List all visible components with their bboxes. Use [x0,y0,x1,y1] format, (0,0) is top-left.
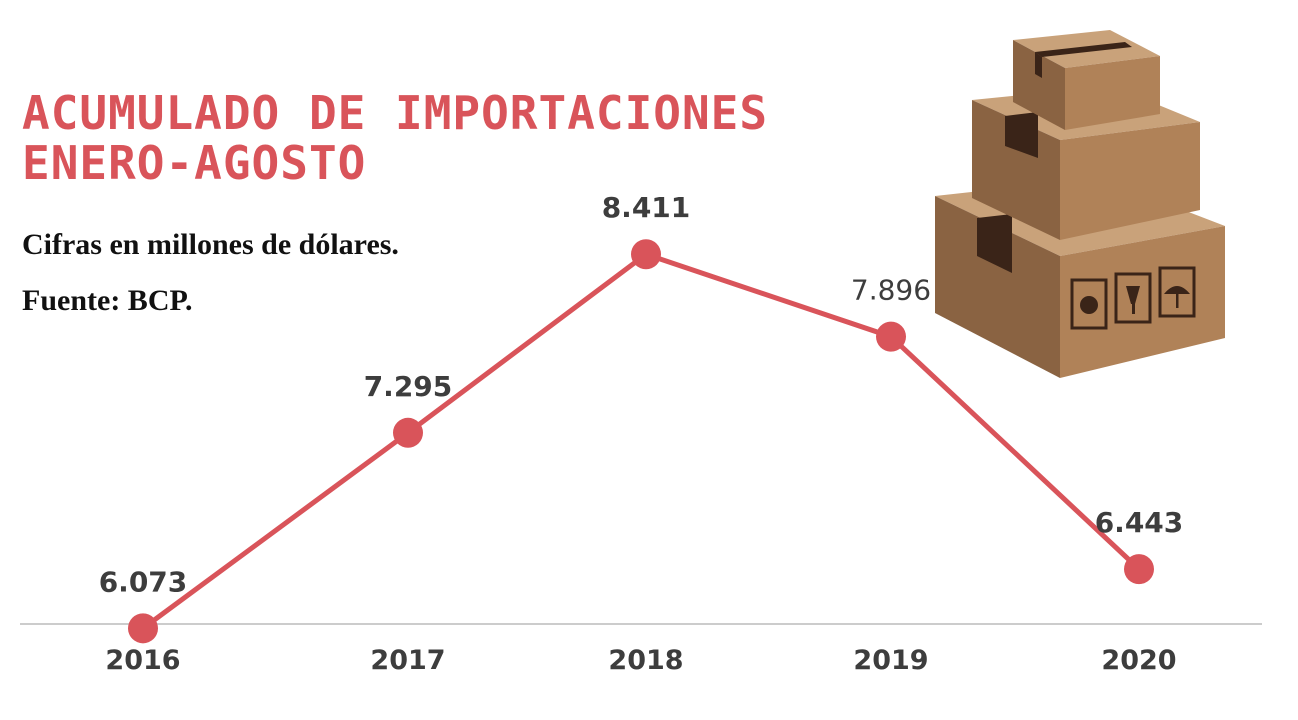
data-label-2020: 6.443 [1095,506,1184,539]
data-labels: 6.073 7.295 8.411 7.896 6.443 [99,191,1184,598]
data-point-2017 [393,417,423,448]
data-point-2020 [1124,554,1154,585]
data-label-2017: 7.295 [364,370,453,403]
data-point-2018 [631,239,661,270]
chart-subtitle: Cifras en millones de dólares. [22,228,399,261]
chart-title: ACUMULADO DE IMPORTACIONES ENERO-AGOSTO [22,88,768,188]
data-label-2019: 7.896 [851,274,931,307]
chart-title-line-1: ACUMULADO DE IMPORTACIONES [22,86,769,140]
data-label-2016: 6.073 [99,565,188,598]
source-note: Fuente: BCP. [22,284,193,317]
x-tick-2017: 2017 [370,645,445,676]
data-point-2016 [128,613,158,644]
stacked-boxes-icon [935,30,1225,378]
data-points [128,239,1154,644]
chart-title-line-2: ENERO-AGOSTO [22,136,367,190]
x-tick-2018: 2018 [608,645,683,676]
x-tick-2016: 2016 [105,645,180,676]
data-point-2019 [876,321,906,352]
series-line [141,251,1141,631]
data-label-2018: 8.411 [602,191,691,224]
x-tick-labels: 2016 2017 2018 2019 2020 [105,645,1176,676]
x-tick-2020: 2020 [1101,645,1176,676]
x-tick-2019: 2019 [853,645,928,676]
